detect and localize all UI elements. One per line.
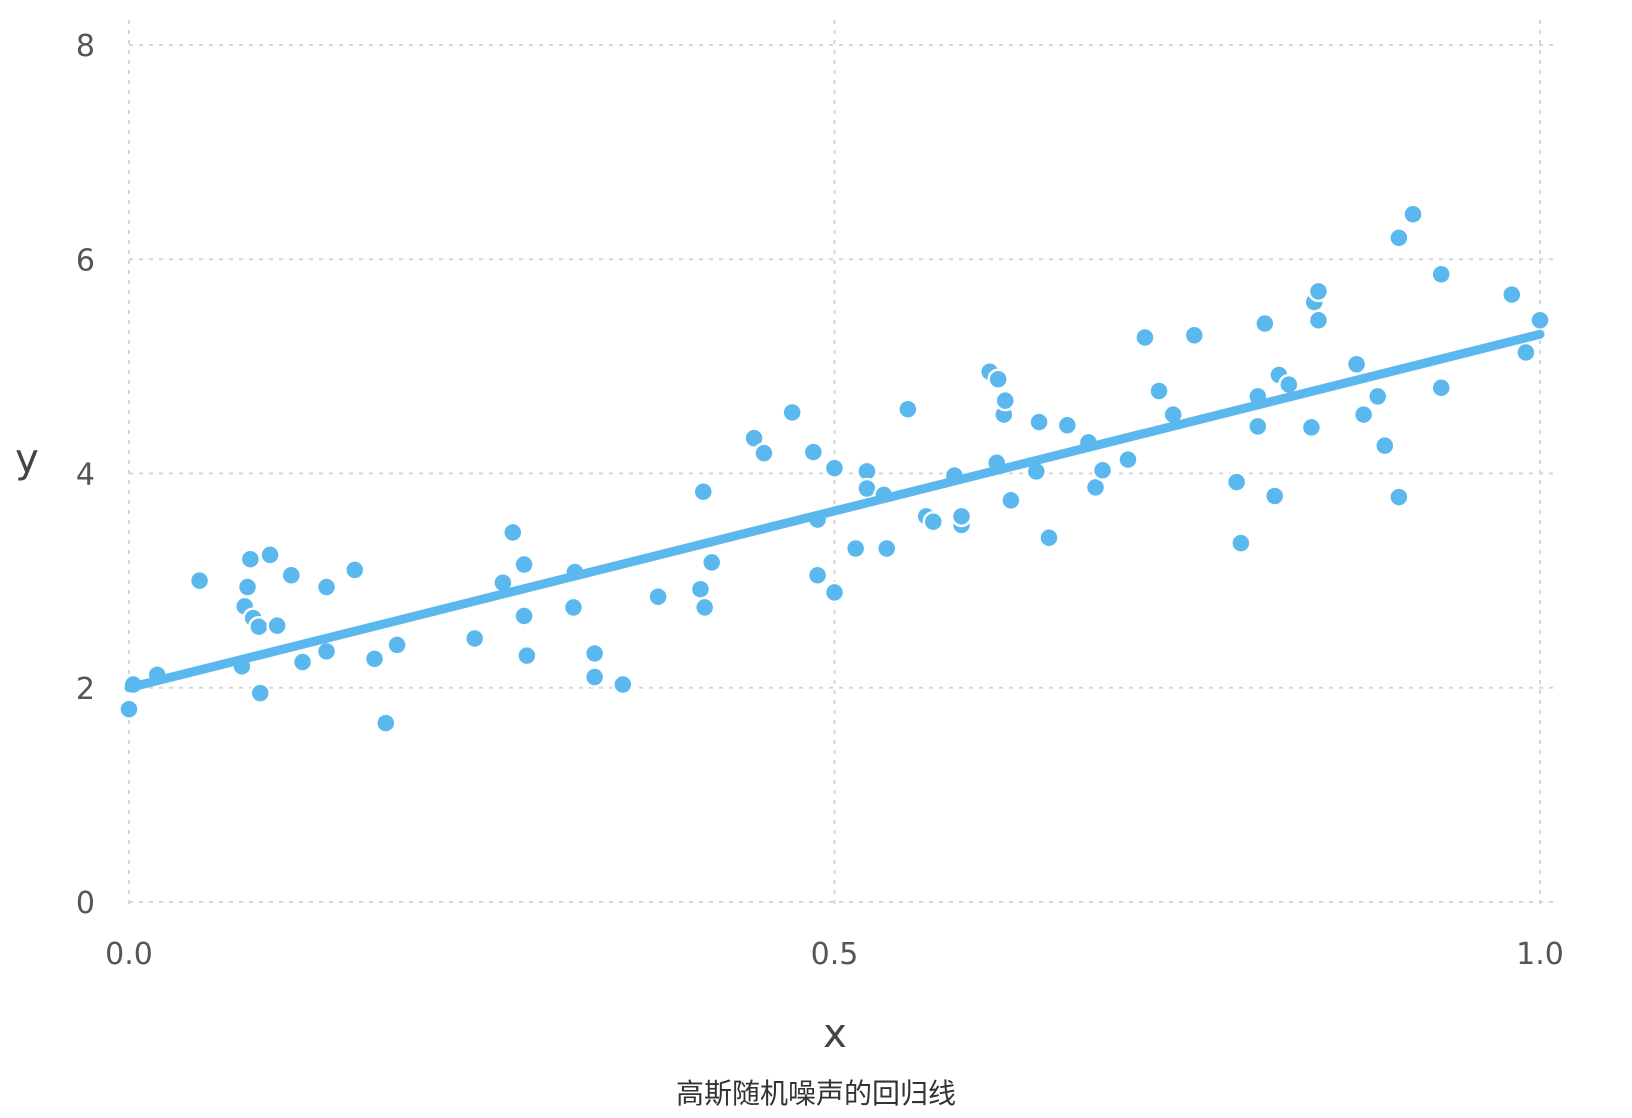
data-point	[1134, 326, 1156, 349]
data-point	[1117, 448, 1139, 471]
y-tick-label: 6	[76, 243, 95, 278]
data-point	[516, 644, 538, 667]
y-axis-label: y	[15, 436, 39, 482]
data-point	[562, 596, 585, 619]
data-point	[386, 634, 408, 656]
data-point	[1374, 434, 1396, 457]
data-point	[502, 521, 524, 544]
data-point	[259, 544, 281, 566]
data-point	[950, 505, 973, 528]
regression-line-layer	[124, 329, 1545, 693]
x-axis-label: x	[823, 1011, 847, 1057]
data-point	[700, 551, 723, 574]
data-point	[994, 389, 1016, 412]
x-tick-label: 0.5	[811, 937, 859, 972]
data-point	[647, 585, 669, 608]
data-point	[753, 442, 775, 464]
data-point	[1300, 416, 1323, 439]
data-point	[1091, 459, 1114, 482]
data-point	[1148, 380, 1170, 402]
data-point	[249, 682, 271, 704]
data-point	[1038, 527, 1060, 549]
data-point	[375, 712, 397, 734]
data-point	[1366, 385, 1389, 408]
data-point	[1529, 309, 1551, 332]
x-tick-labels: 0.0 0.5 1.0	[105, 937, 1564, 972]
scatter-chart: 0 2 4 6 8 0.0 0.5 1.0 y x	[15, 20, 1564, 1057]
grid-layer	[128, 20, 1558, 910]
data-point	[1307, 309, 1330, 332]
data-point	[583, 642, 606, 665]
data-point	[1183, 324, 1206, 347]
data-point	[248, 615, 270, 638]
data-point	[1345, 353, 1368, 375]
data-point	[1028, 411, 1050, 433]
data-point	[693, 596, 716, 619]
y-tick-label: 8	[76, 29, 95, 64]
data-point	[239, 548, 262, 570]
data-point	[844, 537, 867, 560]
y-tick-labels: 0 2 4 6 8	[76, 29, 95, 921]
data-point	[1254, 312, 1276, 335]
data-point	[1000, 489, 1022, 512]
y-tick-label: 4	[76, 458, 95, 493]
data-point	[1263, 485, 1286, 507]
data-point	[188, 569, 211, 592]
data-point	[1430, 263, 1452, 285]
data-point	[291, 651, 314, 673]
data-point	[1307, 280, 1330, 303]
data-point	[1230, 532, 1252, 554]
x-tick-label: 0.0	[105, 937, 153, 972]
y-tick-label: 0	[76, 886, 95, 921]
data-point	[987, 368, 1009, 390]
data-point	[875, 537, 898, 560]
data-point	[1402, 203, 1424, 226]
data-point	[612, 673, 634, 696]
data-point	[689, 578, 712, 600]
data-point	[1388, 227, 1410, 249]
data-point	[344, 559, 366, 581]
data-point	[1056, 414, 1079, 437]
chart-svg: 0 2 4 6 8 0.0 0.5 1.0 y x	[15, 20, 1564, 1057]
data-point	[743, 427, 765, 449]
data-point	[806, 564, 829, 587]
data-point	[1352, 403, 1375, 426]
data-point	[583, 666, 606, 688]
data-point	[781, 401, 803, 424]
data-point	[236, 576, 259, 598]
data-point	[1225, 471, 1248, 493]
y-tick-label: 2	[76, 672, 95, 707]
data-point	[463, 627, 486, 650]
data-point	[823, 581, 846, 604]
data-point	[922, 510, 945, 533]
x-tick-label: 1.0	[1516, 937, 1564, 972]
data-point	[897, 398, 919, 420]
data-point	[118, 698, 140, 720]
data-point	[513, 605, 535, 627]
data-point	[363, 648, 386, 670]
figure-caption: 高斯随机噪声的回归线	[675, 1077, 956, 1110]
data-point	[1515, 341, 1537, 364]
data-point	[802, 441, 825, 463]
data-point	[315, 576, 338, 598]
data-point	[280, 564, 303, 587]
data-point	[315, 640, 338, 663]
data-point	[513, 553, 535, 576]
data-point	[1430, 377, 1452, 399]
regression-line	[124, 329, 1545, 693]
data-point	[1388, 486, 1410, 508]
data-point	[692, 480, 715, 503]
data-point	[266, 614, 288, 637]
data-point	[1501, 283, 1523, 306]
data-point	[1247, 415, 1269, 438]
data-point	[823, 457, 846, 479]
